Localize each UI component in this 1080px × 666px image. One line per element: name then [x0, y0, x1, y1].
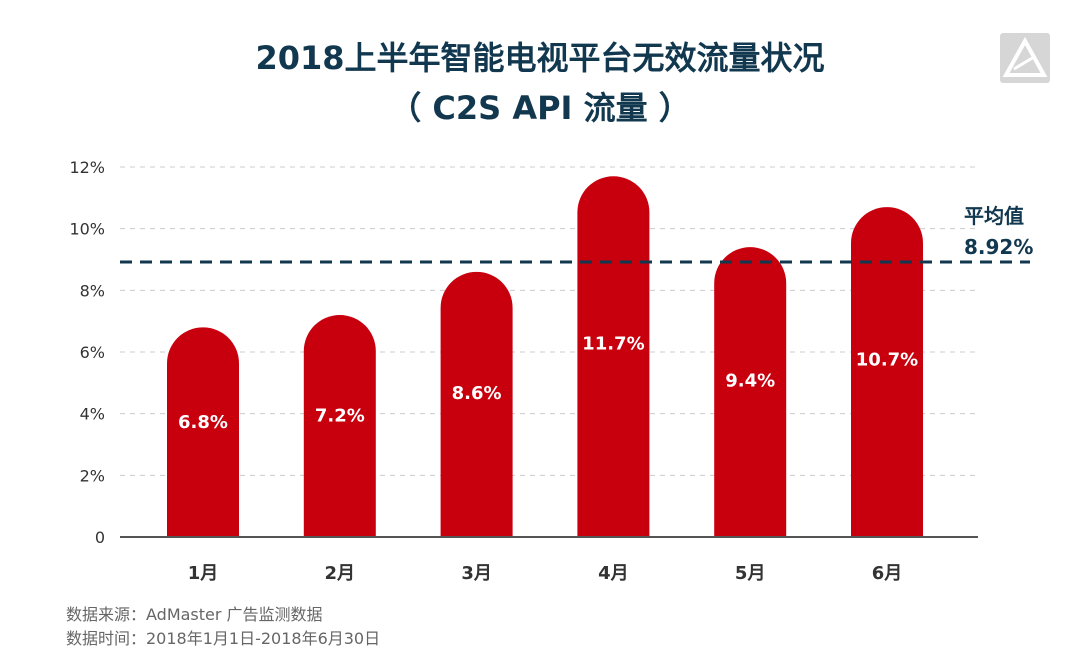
y-tick-label: 6%: [80, 343, 105, 362]
gridlines: [120, 166, 978, 476]
x-tick-label: 6月: [872, 563, 903, 584]
x-tick-label: 2月: [325, 563, 356, 584]
bar: [577, 176, 650, 537]
bar-data-label: 7.2%: [315, 406, 365, 427]
chart-title-line2: （ C2S API 流量 ）: [389, 89, 691, 127]
data-period-note: 数据时间：2018年1月1日-2018年6月30日: [66, 629, 381, 648]
bar: [440, 271, 513, 537]
bar-data-label: 6.8%: [178, 412, 228, 433]
bar-data-label: 9.4%: [725, 370, 775, 391]
y-tick-label: 0: [95, 528, 105, 547]
y-tick-label: 8%: [80, 281, 105, 300]
bar: [714, 247, 787, 537]
data-source-note: 数据来源：AdMaster 广告监测数据: [66, 605, 323, 624]
bar: [851, 207, 923, 538]
y-axis-ticks: 0 2% 4% 6% 8% 10% 12%: [69, 158, 105, 547]
admaster-triangle-logo-icon: [1000, 33, 1050, 83]
x-tick-label: 5月: [735, 563, 766, 584]
chart-title-line1: 2018上半年智能电视平台无效流量状况: [255, 39, 825, 77]
bars: 6.8% 7.2% 8.6% 11.7% 9.4% 10.7%: [167, 176, 923, 538]
average-label: 平均值: [964, 204, 1024, 228]
y-tick-label: 10%: [69, 220, 105, 239]
x-axis-ticks: 1月 2月 3月 4月 5月 6月: [188, 563, 903, 584]
average-line-group: 平均值 8.92%: [120, 204, 1033, 264]
x-tick-label: 1月: [188, 563, 219, 584]
y-tick-label: 4%: [80, 405, 105, 424]
average-value: 8.92%: [964, 235, 1033, 259]
bar: [167, 327, 239, 537]
bar-data-label: 10.7%: [856, 349, 918, 370]
y-tick-label: 12%: [69, 158, 105, 177]
bar-chart: 0 2% 4% 6% 8% 10% 12% 6.8% 7.2% 8.6% 11.7% 9.4% 10.…: [69, 158, 1033, 584]
y-tick-label: 2%: [80, 466, 105, 485]
x-tick-label: 3月: [461, 563, 492, 584]
bar-data-label: 11.7%: [582, 333, 644, 354]
bar-data-label: 8.6%: [452, 383, 502, 404]
bar: [303, 315, 376, 537]
x-tick-label: 4月: [598, 563, 629, 584]
